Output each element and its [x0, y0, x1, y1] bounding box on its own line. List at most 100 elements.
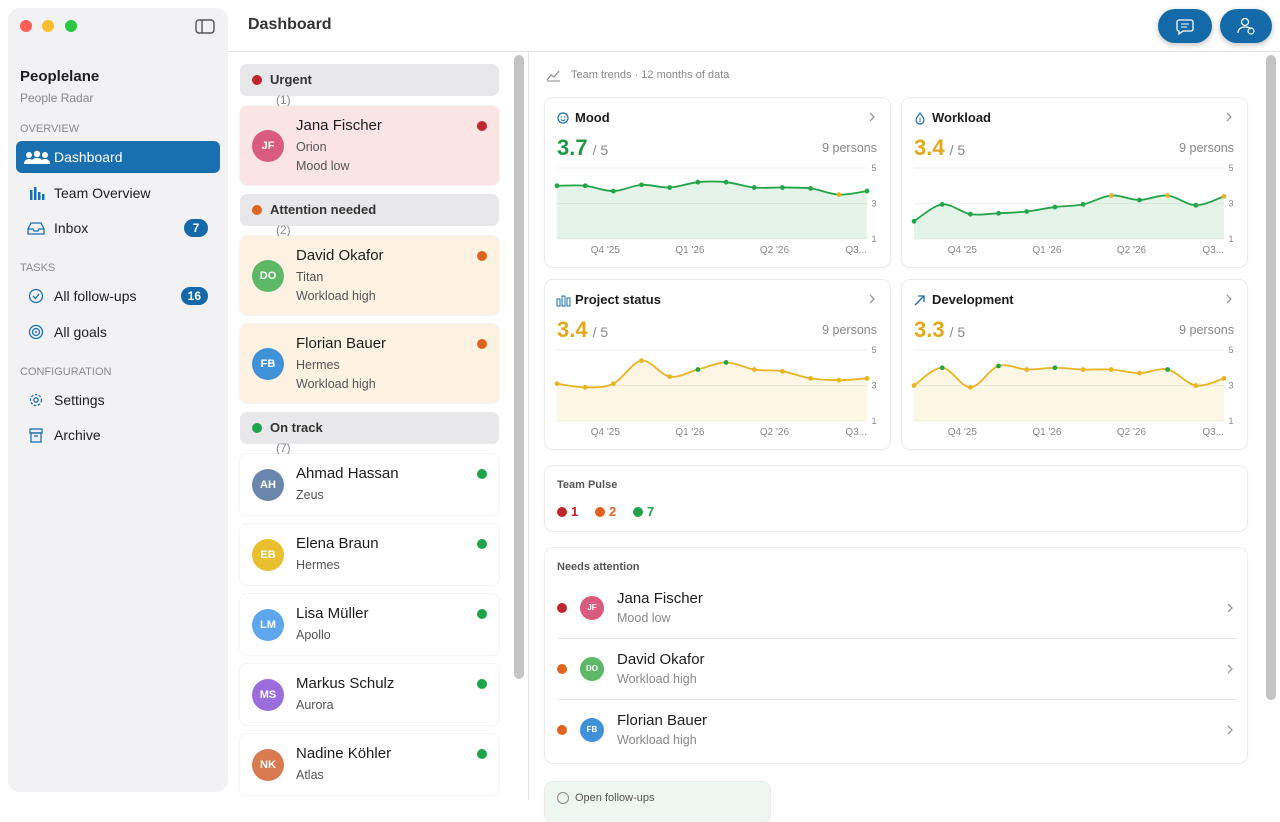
status-dot: [477, 679, 487, 689]
messages-button[interactable]: [1158, 9, 1212, 43]
group-header[interactable]: Urgent (1): [240, 64, 499, 107]
trend-point: [1080, 367, 1086, 372]
trend-point: [1108, 367, 1114, 372]
group-header[interactable]: On track (7): [240, 412, 499, 455]
person-card[interactable]: DO David Okafor Titan Workload high: [240, 236, 499, 315]
avatar: NK: [252, 748, 284, 781]
avatar: MS: [252, 678, 284, 711]
app-subtitle: People Radar: [20, 91, 94, 105]
content-scrollbar[interactable]: [1266, 55, 1276, 700]
icon: [24, 150, 50, 164]
nav-label: All follow-ups: [54, 288, 137, 304]
trend-point: [751, 185, 757, 190]
group-label: On track: [270, 420, 323, 435]
nav-item[interactable]: All goals: [16, 316, 220, 348]
icon: [28, 288, 44, 304]
attention-row[interactable]: DO David Okafor Workload high: [545, 639, 1247, 699]
group-title: Attention needed (2): [270, 200, 377, 237]
person-status: Workload high: [617, 733, 697, 747]
persons: 9 persons: [822, 323, 877, 337]
x-tick-label: Q3...: [845, 245, 867, 256]
nav-item[interactable]: All follow-ups 16: [16, 280, 220, 312]
x-tick-label: Q4 '25: [948, 427, 978, 438]
nav-item[interactable]: Settings: [16, 384, 220, 416]
person-card[interactable]: JF Jana Fischer Orion Mood low: [240, 106, 499, 185]
pulse-count: 1: [571, 504, 579, 519]
person-name: David Okafor: [617, 651, 705, 668]
nav-item[interactable]: Team Overview: [16, 177, 220, 209]
chevron: [1226, 294, 1232, 304]
person-card[interactable]: AH Ahmad Hassan Zeus: [240, 454, 499, 515]
status-dot: [557, 664, 567, 674]
section-heading: CONFIGURATION: [20, 365, 112, 378]
close-button[interactable]: [20, 20, 32, 32]
card-icon: [557, 112, 569, 124]
person-team: Orion: [296, 140, 327, 154]
trend-point: [1193, 383, 1199, 388]
status-dot: [252, 75, 262, 85]
trend-chart: Mood 3.7 / 5 9 persons 5 3 1 Q4 '25 Q1 '26 Q2 '26…: [554, 110, 877, 256]
person-card[interactable]: LM Lisa Müller Apollo: [240, 594, 499, 655]
sidebar-toggle[interactable]: [194, 18, 216, 36]
trend-point: [582, 384, 588, 390]
trend-point: [723, 360, 729, 365]
trend-card[interactable]: Workload 3.4 / 5 9 persons 5 3 1 Q4 '25 Q1 '26 Q2…: [902, 98, 1247, 267]
trend-card[interactable]: Development 3.3 / 5 9 persons 5 3 1 Q4 '25 Q1 '2…: [902, 280, 1247, 449]
nav-icon: [22, 184, 50, 202]
nav-item[interactable]: Inbox 7: [16, 212, 220, 244]
nav-item[interactable]: Dashboard: [16, 141, 220, 173]
person-status: Mood low: [617, 611, 671, 625]
chevron: [869, 112, 875, 122]
trend-point: [751, 367, 757, 372]
trend-point: [1165, 193, 1171, 198]
trend-point: [1137, 370, 1142, 376]
nav-item[interactable]: Archive: [16, 419, 220, 451]
list-scrollbar[interactable]: [514, 55, 524, 679]
x-tick-label: Q2 '26: [760, 245, 790, 256]
trend-card[interactable]: Project status 3.4 / 5 9 persons 5 3 1 Q4 '25 Q1…: [545, 280, 890, 449]
icon: [557, 792, 569, 804]
card-icon: [914, 295, 925, 306]
person-card[interactable]: NK Nadine Köhler Atlas: [240, 734, 499, 795]
attention-row[interactable]: JF Jana Fischer Mood low: [545, 578, 1247, 638]
trend-point: [1221, 194, 1227, 199]
pulse-dot: [633, 507, 643, 517]
minimize-button[interactable]: [42, 20, 54, 32]
persons: 9 persons: [822, 141, 877, 155]
add-person-button[interactable]: [1220, 9, 1272, 43]
group-label: Urgent: [270, 72, 312, 87]
persons: 9 persons: [1179, 323, 1234, 337]
x-tick-label: Q3...: [1202, 427, 1224, 438]
trend-point: [1024, 209, 1030, 214]
person-name: Elena Braun: [296, 535, 379, 552]
y-tick-label: 1: [1228, 416, 1233, 426]
card-title: Development: [932, 292, 1014, 307]
status-dot: [477, 539, 487, 549]
person-name: Jana Fischer: [617, 590, 703, 607]
card-title: Project status: [575, 292, 661, 307]
group-label: Attention needed: [270, 202, 377, 217]
x-tick-label: Q3...: [1202, 245, 1224, 256]
attention-row[interactable]: FB Florian Bauer Workload high: [545, 700, 1247, 760]
chevron: [1226, 112, 1232, 122]
trend-area: [914, 365, 1224, 421]
trend-card[interactable]: Mood 3.7 / 5 9 persons 5 3 1 Q4 '25 Q1 '26 Q2 '26…: [545, 98, 890, 267]
person-card[interactable]: EB Elena Braun Hermes: [240, 524, 499, 585]
trend-icon: [546, 70, 560, 82]
icon: [27, 222, 45, 235]
y-tick-label: 5: [871, 163, 876, 173]
group-header[interactable]: Attention needed (2): [240, 194, 499, 237]
nav-icon: [22, 426, 50, 444]
chevron: [1225, 600, 1235, 616]
zoom-button[interactable]: [65, 20, 77, 32]
avatar: DO: [252, 259, 284, 292]
row-divider: [557, 638, 1237, 639]
trend-point: [967, 384, 973, 390]
person-card[interactable]: MS Markus Schulz Aurora: [240, 664, 499, 725]
row-divider: [557, 699, 1237, 700]
avatar: DO: [580, 657, 604, 681]
group-title: Urgent (1): [270, 70, 312, 107]
person-card[interactable]: FB Florian Bauer Hermes Workload high: [240, 324, 499, 403]
person-team: Atlas: [296, 768, 324, 782]
x-tick-label: Q4 '25: [591, 245, 621, 256]
